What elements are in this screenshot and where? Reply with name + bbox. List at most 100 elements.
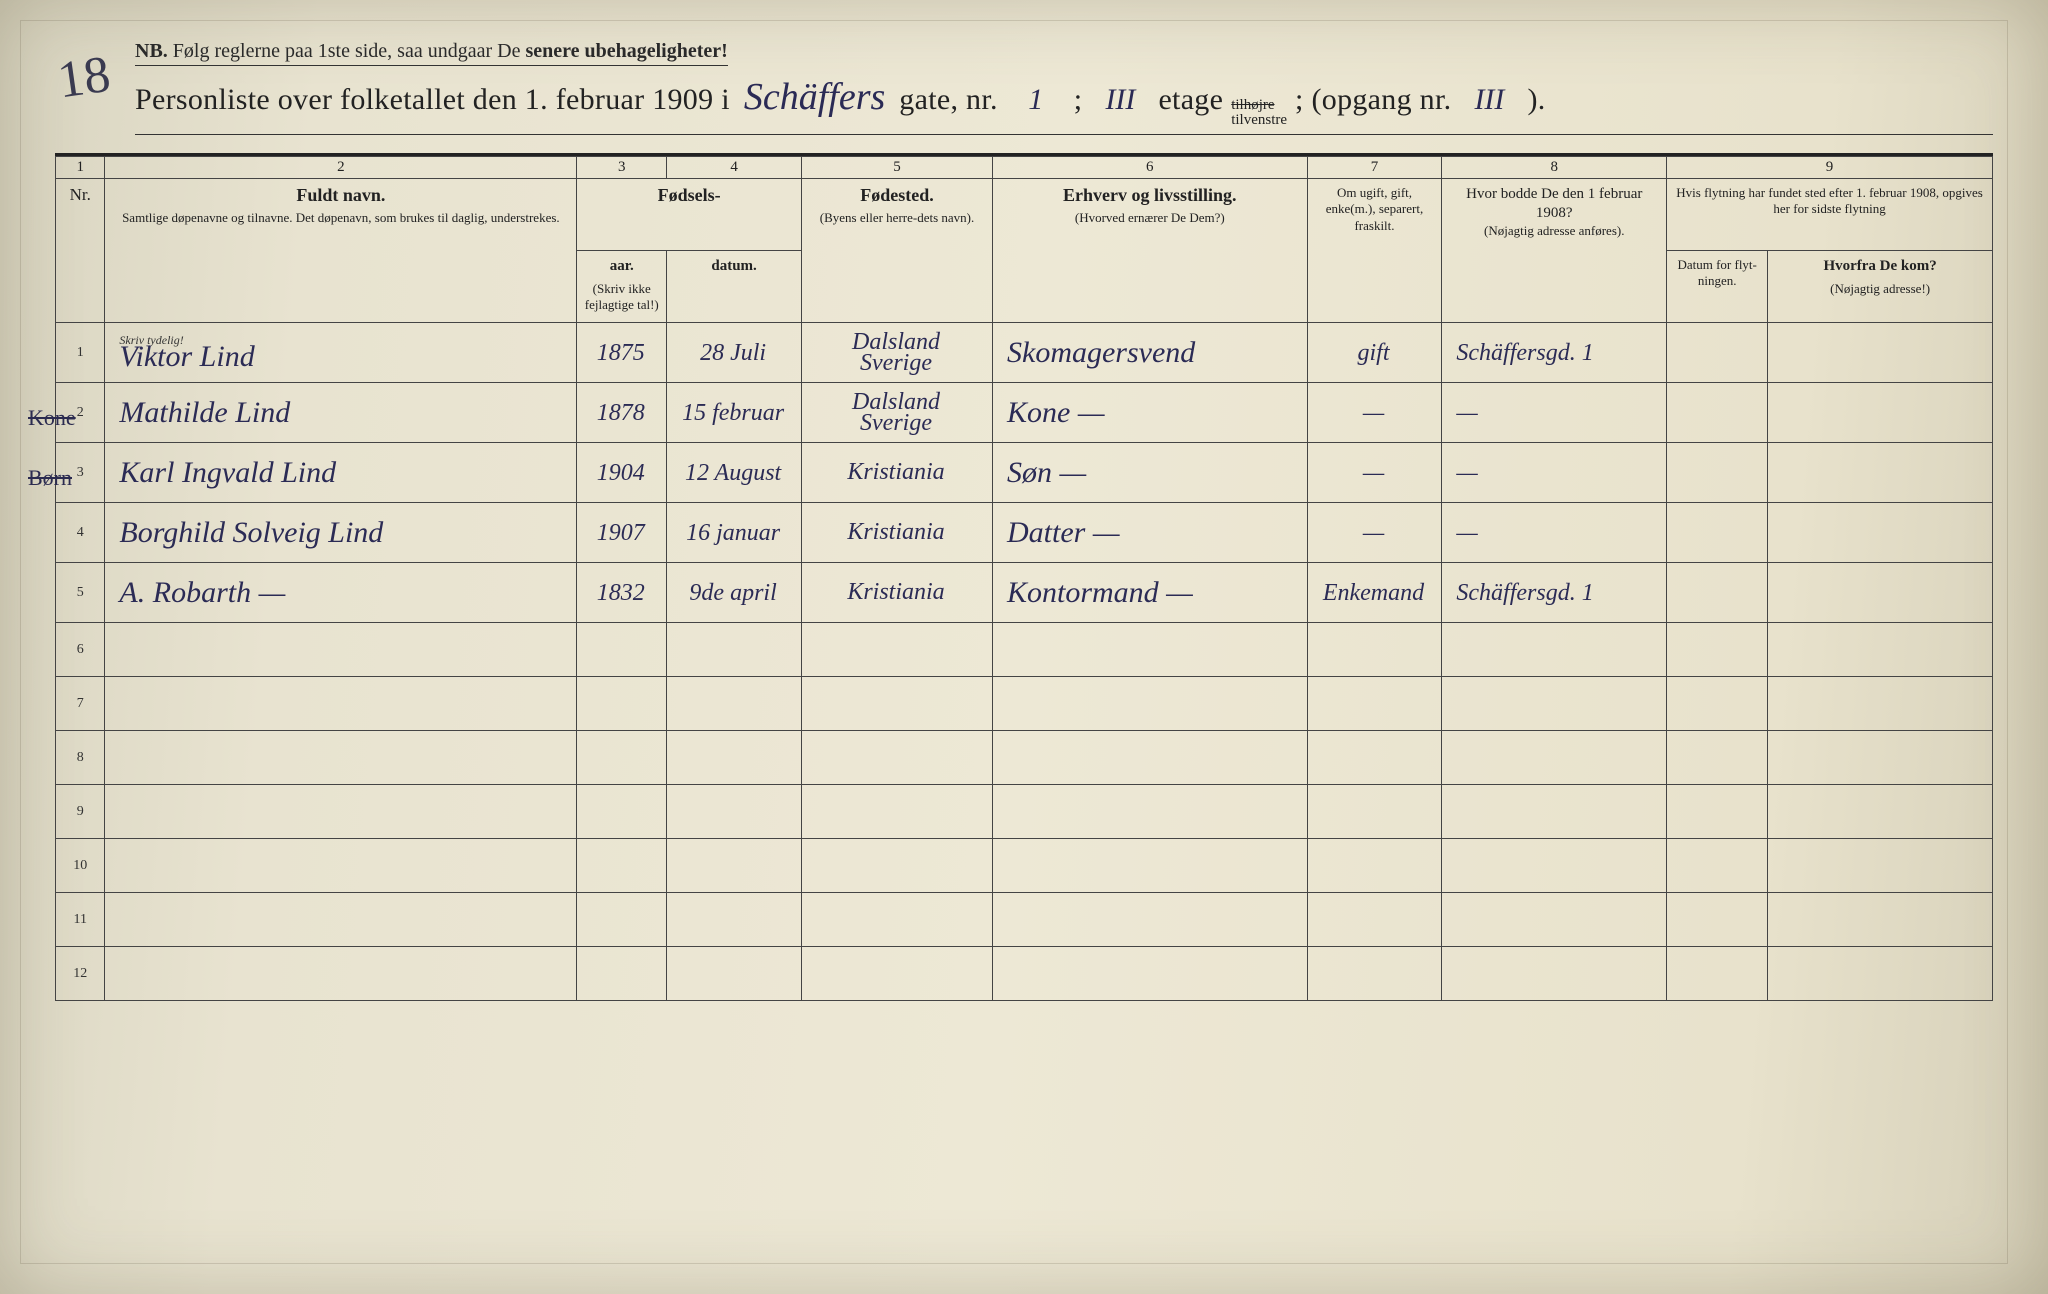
cell-move-date [1667,731,1768,785]
cell-nr: 7 [56,677,105,731]
tilvenstre: tilvenstre [1231,113,1287,128]
cell-marital: gift [1307,323,1442,383]
cell-occupation: Kontormand — [993,563,1308,623]
cell-move-from [1768,731,1993,785]
cell-move-date [1667,893,1768,947]
cell-birthplace [802,893,993,947]
cell-marital [1307,623,1442,677]
hdr-year: aar. (Skriv ikke fejlagtige tal!) [577,251,667,323]
hdr-birthplace: Fødested. (Byens eller herre-dets navn). [802,179,993,323]
nb-prefix: NB. [135,40,168,62]
cell-year [577,677,667,731]
cell-year: 1878 [577,383,667,443]
table-body: 1Skriv tydelig!Viktor Lind187528 JuliDal… [56,323,1993,1001]
cell-name: A. Robarth — [105,563,577,623]
colnum-3: 3 [577,157,667,179]
cell-birthplace: DalslandSverige [802,323,993,383]
hdr-birthplace-title: Fødested. [808,185,986,206]
hdr-move-from-title: Hvorfra De kom? [1774,257,1986,277]
cell-move-date [1667,839,1768,893]
table-row: 1Skriv tydelig!Viktor Lind187528 JuliDal… [56,323,1993,383]
cell-marital: Enkemand [1307,563,1442,623]
margin-strike-note: Kone [28,405,76,431]
hdr-occupation: Erhverv og livsstilling. (Hvorved ernære… [993,179,1308,323]
cell-date [667,893,802,947]
hdr-skriv-ikke: (Skriv ikke fejlagtige tal!) [583,281,660,314]
cell-marital [1307,731,1442,785]
cell-occupation: Datter — [993,503,1308,563]
table-row: 10 [56,839,1993,893]
hdr-name-sub: Samtlige døpenavne og tilnavne. Det døpe… [111,210,570,226]
hdr-name: Fuldt navn. Samtlige døpenavne og tilnav… [105,179,577,323]
cell-name [105,839,577,893]
cell-occupation: Skomagersvend [993,323,1308,383]
census-form-page: 1 8 NB. Følg reglerne paa 1ste side, saa … [0,0,2048,1294]
cell-move-date [1667,443,1768,503]
colnum-8: 8 [1442,157,1667,179]
cell-occupation [993,731,1308,785]
cell-prev-addr: Schäffersgd. 1 [1442,323,1667,383]
opgang-hw: III [1459,86,1519,113]
cell-year [577,893,667,947]
hdr-move-date: Datum for flyt-ningen. [1667,251,1768,323]
table-row: 12 [56,947,1993,1001]
hdr-move-date-text: Datum for flyt-ningen. [1673,257,1761,290]
cell-date [667,623,802,677]
cell-year [577,731,667,785]
table-row: 11 [56,893,1993,947]
cell-prev-addr [1442,839,1667,893]
hdr-prev-addr-title: Hvor bodde De den 1 februar 1908? [1448,185,1660,223]
cell-nr: 2Kone [56,383,105,443]
cell-marital [1307,947,1442,1001]
cell-birthplace: Kristiania [802,443,993,503]
cell-nr: 9 [56,785,105,839]
cell-year [577,839,667,893]
cell-marital: — [1307,503,1442,563]
nb-text: Følg reglerne paa 1ste side, saa undgaar… [173,40,526,62]
hdr-prev-addr-sub: (Nøjagtig adresse anføres). [1448,223,1660,239]
hdr-col9-text: Hvis flytning har fundet sted efter 1. f… [1673,185,1986,218]
cell-date [667,785,802,839]
colnum-2: 2 [105,157,577,179]
cell-move-from [1768,323,1993,383]
colnum-1: 1 [56,157,105,179]
cell-move-from [1768,563,1993,623]
hdr-occupation-title: Erhverv og livsstilling. [999,185,1301,206]
title-pre: Personliste over folketallet den 1. febr… [135,83,730,117]
cell-prev-addr: — [1442,503,1667,563]
hdr-prev-addr: Hvor bodde De den 1 februar 1908? (Nøjag… [1442,179,1667,323]
cell-occupation: Søn — [993,443,1308,503]
cell-marital [1307,785,1442,839]
cell-move-date [1667,623,1768,677]
margin-strike-note: Børn [28,465,72,491]
cell-move-from [1768,503,1993,563]
cell-nr: 3Børn [56,443,105,503]
cell-date: 12 August [667,443,802,503]
etage-label: etage [1158,83,1223,117]
cell-birthplace [802,677,993,731]
hdr-move-from: Hvorfra De kom? (Nøjagtig adresse!) [1768,251,1993,323]
table-row: 8 [56,731,1993,785]
cell-date [667,677,802,731]
cell-nr: 10 [56,839,105,893]
cell-name: Karl Ingvald Lind [105,443,577,503]
hdr-year-title: aar. [583,257,660,277]
hdr-fodsels: Fødsels- [577,179,802,251]
cell-prev-addr [1442,947,1667,1001]
form-title-line: Personliste over folketallet den 1. febr… [135,80,1993,135]
cell-date [667,839,802,893]
hdr-date: datum. [667,251,802,323]
cell-year: 1907 [577,503,667,563]
cell-marital: — [1307,443,1442,503]
cell-move-from [1768,677,1993,731]
cell-occupation [993,677,1308,731]
header-row-1: Nr. Fuldt navn. Samtlige døpenavne og ti… [56,179,1993,251]
cell-date: 15 februar [667,383,802,443]
cell-occupation [993,623,1308,677]
cell-name [105,893,577,947]
street-name-hw: Schäffers [738,80,891,114]
cell-marital: — [1307,383,1442,443]
cell-year [577,947,667,1001]
cell-nr: 8 [56,731,105,785]
tilhojre-struck: tilhøjre [1231,98,1287,113]
